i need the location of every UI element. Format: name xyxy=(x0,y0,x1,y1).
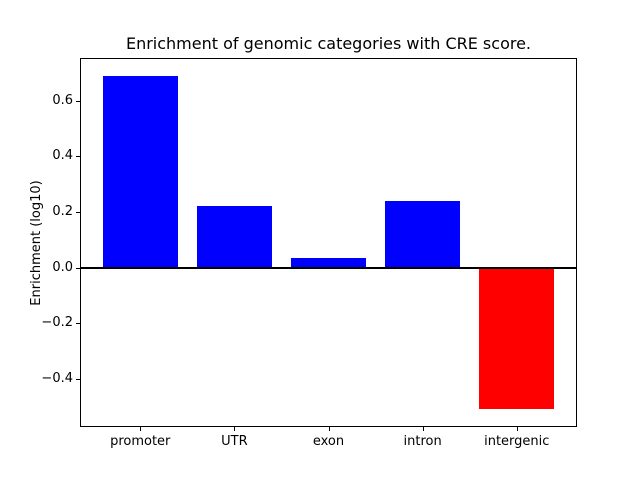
bar-intergenic xyxy=(479,267,555,410)
y-tick-label: 0.2 xyxy=(52,204,73,220)
y-tick-mark xyxy=(76,267,80,269)
zero-line xyxy=(80,266,577,269)
y-tick-label: 0.0 xyxy=(52,259,73,275)
x-tick-mark xyxy=(516,427,518,431)
y-tick-label: 0.4 xyxy=(52,148,73,164)
x-tick-label-intron: intron xyxy=(403,434,442,449)
bar-UTR xyxy=(196,206,273,268)
bar-intron xyxy=(384,200,461,268)
x-tick-label-exon: exon xyxy=(312,434,345,449)
y-tick-mark xyxy=(76,378,80,380)
y-tick-mark xyxy=(76,100,80,102)
y-tick-label: −0.2 xyxy=(41,315,73,331)
y-tick-mark xyxy=(76,156,80,158)
y-tick-mark xyxy=(76,323,80,325)
bar-promoter xyxy=(102,75,178,268)
y-axis-label: Enrichment (log10) xyxy=(29,179,44,306)
bar-exon xyxy=(290,257,367,268)
x-tick-mark xyxy=(422,427,424,431)
y-tick-label: 0.6 xyxy=(52,92,73,108)
y-tick-mark xyxy=(76,212,80,214)
x-tick-label-promoter: promoter xyxy=(110,434,171,449)
x-tick-mark xyxy=(328,427,330,431)
x-tick-mark xyxy=(140,427,142,431)
x-tick-label-intergenic: intergenic xyxy=(484,434,550,449)
y-tick-label: −0.4 xyxy=(41,370,73,386)
chart-title: Enrichment of genomic categories with CR… xyxy=(125,34,532,53)
x-tick-mark xyxy=(234,427,236,431)
x-tick-label-UTR: UTR xyxy=(221,434,248,449)
